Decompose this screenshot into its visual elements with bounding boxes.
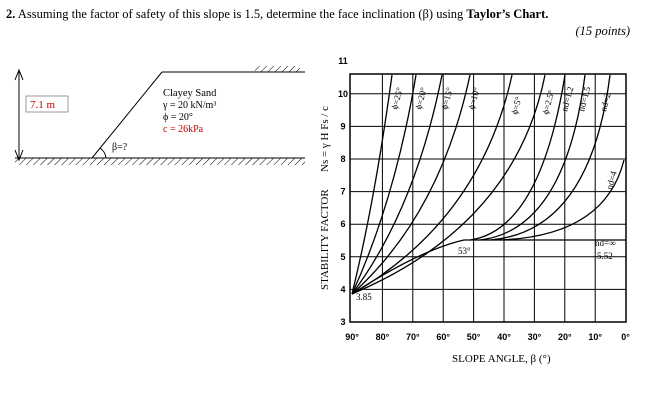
x-tick-label: 30° [528, 332, 542, 342]
unit-weight: γ = 20 kN/m³ [162, 100, 216, 111]
x-tick-label: 90° [345, 332, 359, 342]
angle-arc [99, 147, 107, 159]
annotation: 5.52 [597, 251, 613, 261]
slope-face [91, 71, 163, 159]
curve [351, 74, 513, 295]
curve-label: ϕ=2.5° [540, 89, 556, 116]
y-tick-label: 10 [338, 89, 348, 99]
y-axis-title: STABILITY FACTOR [319, 189, 331, 290]
crest-hatch [255, 66, 300, 72]
x-tick-label: 70° [406, 332, 420, 342]
friction-angle: ϕ = 20° [163, 112, 193, 123]
x-tick-label: 40° [497, 332, 511, 342]
annotation: 53° [458, 246, 471, 256]
curve [479, 74, 586, 241]
y-tick-label: 4 [340, 284, 345, 294]
chart-frame [349, 73, 627, 323]
curve-label: nd=1.5 [576, 85, 592, 113]
curve-label: nd=∞ [595, 238, 616, 248]
y-tick-label: 9 [340, 121, 345, 131]
formula: Ns = γ H Fs / c [319, 106, 331, 172]
angle-label: β=? [112, 142, 128, 153]
curve-label: nd=4 [604, 170, 619, 191]
y-tick-label: 11 [338, 56, 348, 66]
x-tick-label: 50° [467, 332, 481, 342]
taylor-chart: STABILITY FACTOR Ns = γ H Fs / c SLOPE A… [319, 56, 630, 365]
soil-label: Clayey Sand [163, 88, 217, 99]
y-tick-label: 3 [340, 317, 345, 327]
curve [351, 74, 417, 295]
curve-label: nd=1.2 [559, 85, 575, 112]
curve [499, 159, 625, 241]
curve-label: ϕ=25° [389, 86, 405, 111]
curve [351, 74, 443, 295]
question-emphasis: Taylor’s Chart. [466, 7, 548, 21]
y-tick-label: 7 [340, 187, 345, 197]
curve [469, 74, 566, 241]
height-box [25, 95, 69, 113]
x-tick-label: 0° [621, 332, 630, 342]
y-tick-label: 5 [340, 252, 345, 262]
curve-label: ϕ=15° [439, 86, 455, 111]
curve [489, 74, 611, 241]
annotation: 3.85 [356, 292, 372, 302]
curve-label: nd=2 [598, 92, 612, 113]
x-tick-label: 80° [376, 332, 390, 342]
question-text: Assuming the factor of safety of this sl… [18, 7, 464, 21]
y-tick-label: 8 [340, 154, 345, 164]
x-tick-label: 20° [558, 332, 572, 342]
ground-hatch [15, 158, 305, 165]
question: 2. Assuming the factor of safety of this… [6, 7, 548, 21]
x-tick-label: 60° [436, 332, 450, 342]
cohesion: c = 26kPa [163, 124, 204, 135]
curve [351, 74, 471, 295]
question-number: 2. [6, 7, 15, 21]
x-tick-label: 10° [588, 332, 602, 342]
y-tick-label: 6 [340, 219, 345, 229]
height-label: 7.1 m [30, 99, 56, 111]
x-axis-title: SLOPE ANGLE, β (°) [452, 353, 551, 365]
slope-diagram: 7.1 m Clayey Sand γ = 20 kN/m³ ϕ = 20° c… [14, 66, 305, 165]
points: (15 points) [575, 24, 630, 38]
curve-label: ϕ=10° [466, 86, 482, 111]
arrow-heads [14, 68, 24, 162]
curves [351, 74, 626, 295]
curve [351, 74, 393, 295]
curve-label: ϕ=20° [413, 86, 429, 111]
curve-label: ϕ=5° [509, 95, 523, 115]
